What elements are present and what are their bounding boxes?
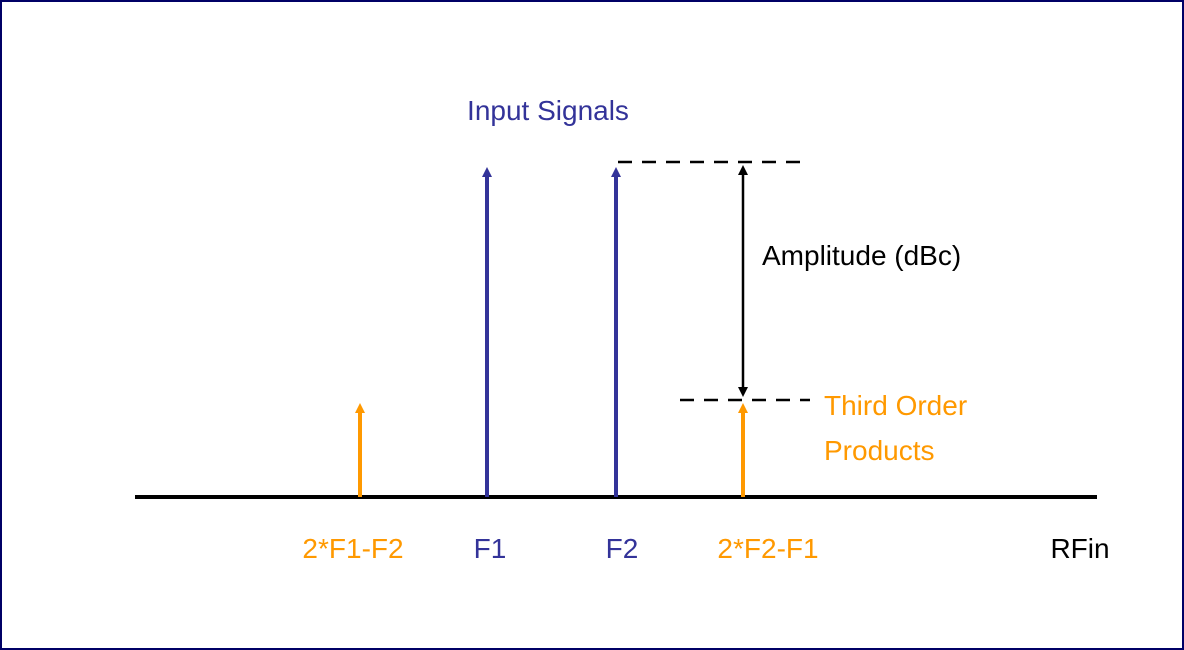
freq-label: F2 — [606, 533, 639, 564]
axis-label: RFin — [1050, 533, 1109, 564]
freq-label: F1 — [474, 533, 507, 564]
freq-label: 2*F2-F1 — [717, 533, 818, 564]
products-label: Products — [824, 435, 935, 466]
freq-label: 2*F1-F2 — [302, 533, 403, 564]
input-signals-label: Input Signals — [467, 95, 629, 126]
amplitude-label: Amplitude (dBc) — [762, 240, 961, 271]
products-label: Third Order — [824, 390, 967, 421]
